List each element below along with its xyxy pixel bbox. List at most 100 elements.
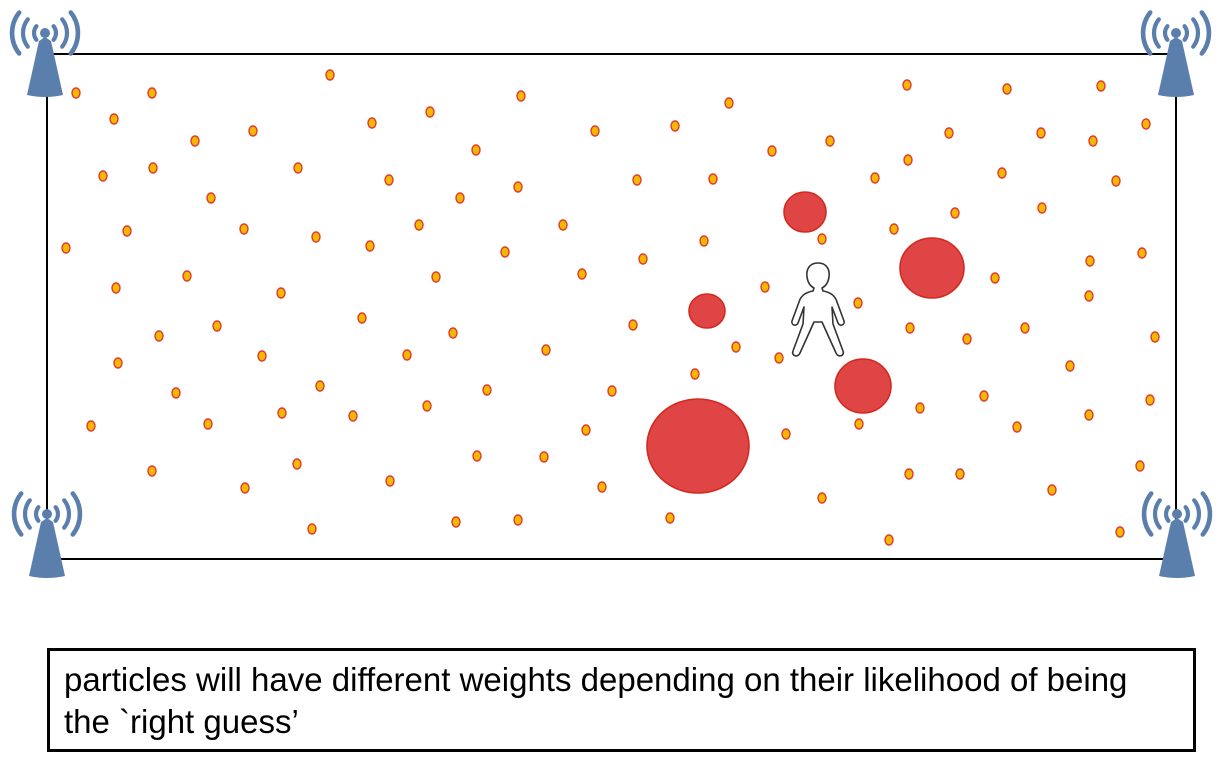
weighted-particle: [783, 191, 827, 233]
weighted-particle: [688, 293, 726, 329]
particle: [422, 400, 432, 412]
particle: [607, 385, 617, 397]
particle: [539, 451, 549, 463]
particle: [903, 154, 913, 166]
particle: [365, 240, 375, 252]
particle: [1065, 360, 1075, 372]
particle: [690, 368, 700, 380]
particle: [724, 97, 734, 109]
particle: [61, 242, 71, 254]
weighted-particles-group: [646, 191, 965, 494]
particle: [431, 271, 441, 283]
particle: [471, 144, 481, 156]
particle: [315, 380, 325, 392]
particle: [581, 424, 591, 436]
particle: [997, 167, 1007, 179]
particle: [902, 79, 912, 91]
particle: [628, 319, 638, 331]
weighted-particle: [899, 237, 965, 299]
particle: [870, 172, 880, 184]
particle: [257, 350, 267, 362]
particle: [240, 482, 250, 494]
particle: [455, 192, 465, 204]
antenna-icon: [9, 10, 81, 97]
antenna-icon: [11, 491, 83, 578]
particle: [944, 127, 954, 139]
particle: [147, 465, 157, 477]
particle: [905, 322, 915, 334]
particles-group: [61, 69, 1160, 546]
particle: [950, 207, 960, 219]
particle: [760, 281, 770, 293]
particle: [699, 235, 709, 247]
particle: [1145, 394, 1155, 406]
particle: [962, 333, 972, 345]
particle: [277, 407, 287, 419]
particle: [1115, 526, 1125, 538]
particle: [292, 458, 302, 470]
antenna-icon: [1141, 491, 1213, 578]
particle: [853, 297, 863, 309]
particle: [448, 327, 458, 339]
particle: [825, 135, 835, 147]
particle: [293, 162, 303, 174]
particle: [915, 402, 925, 414]
particle: [1135, 460, 1145, 472]
particle: [767, 145, 777, 157]
particle: [402, 349, 412, 361]
particle: [1111, 175, 1121, 187]
particle: [854, 418, 864, 430]
particle: [367, 117, 377, 129]
particle: [1096, 80, 1106, 92]
particle: [98, 170, 108, 182]
particle: [384, 174, 394, 186]
particle: [182, 270, 192, 282]
particle: [122, 225, 132, 237]
antenna-icon: [1140, 10, 1212, 97]
particle: [558, 219, 568, 231]
particle: [154, 330, 164, 342]
caption-text: particles will have different weights de…: [64, 661, 1128, 740]
particle: [86, 420, 96, 432]
particle-filter-diagram: [9, 10, 1213, 578]
particle: [109, 113, 119, 125]
particle: [670, 120, 680, 132]
particle: [979, 390, 989, 402]
particle: [817, 492, 827, 504]
particle: [1002, 83, 1012, 95]
particle: [1088, 135, 1098, 147]
particle: [1141, 118, 1151, 130]
particle: [516, 90, 526, 102]
particle: [513, 514, 523, 526]
weighted-particle: [834, 358, 892, 414]
particle: [325, 69, 335, 81]
particle: [632, 174, 642, 186]
particle: [113, 357, 123, 369]
particle: [451, 516, 461, 528]
weighted-particle: [646, 398, 750, 494]
particle: [500, 246, 510, 258]
particle: [665, 512, 675, 524]
particle: [348, 410, 358, 422]
particle: [239, 223, 249, 235]
particle: [1137, 247, 1147, 259]
particle: [147, 87, 157, 99]
particle: [1037, 202, 1047, 214]
particle: [212, 320, 222, 332]
particle: [482, 384, 492, 396]
particle: [1047, 484, 1057, 496]
particle: [638, 253, 648, 265]
particle: [385, 475, 395, 487]
particle: [590, 125, 600, 137]
particle: [774, 352, 784, 364]
particle: [190, 135, 200, 147]
particle: [708, 173, 718, 185]
particle: [203, 418, 213, 430]
particle: [71, 87, 81, 99]
particle: [1036, 127, 1046, 139]
particle: [889, 223, 899, 235]
particle: [357, 312, 367, 324]
particle: [171, 387, 181, 399]
particle: [472, 450, 482, 462]
caption-box: particles will have different weights de…: [47, 648, 1196, 752]
